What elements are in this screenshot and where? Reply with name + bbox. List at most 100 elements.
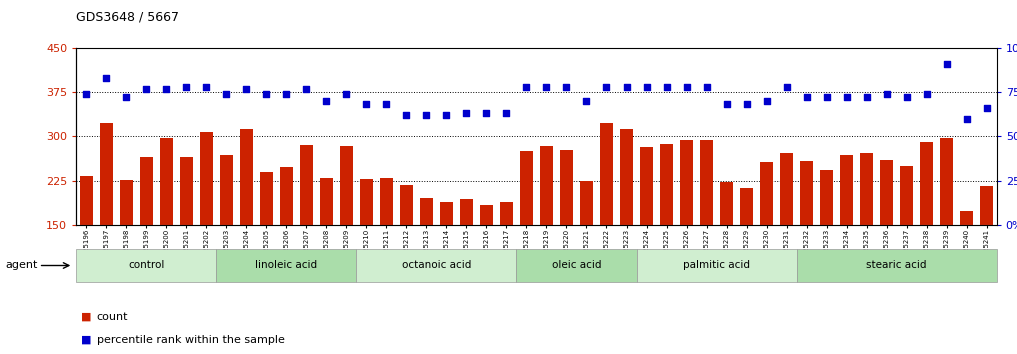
Text: palmitic acid: palmitic acid bbox=[683, 261, 751, 270]
Text: ■: ■ bbox=[81, 312, 92, 322]
Point bbox=[159, 86, 175, 91]
Bar bbox=[440, 202, 453, 225]
Point bbox=[718, 102, 734, 107]
Bar bbox=[740, 188, 753, 225]
Point bbox=[378, 102, 395, 107]
Bar bbox=[720, 182, 733, 225]
Point bbox=[138, 86, 155, 91]
Point bbox=[538, 84, 554, 90]
Point bbox=[78, 91, 95, 97]
Point bbox=[658, 84, 674, 90]
Point bbox=[358, 102, 374, 107]
Bar bbox=[280, 167, 293, 225]
Bar bbox=[340, 146, 353, 225]
Bar bbox=[139, 157, 153, 225]
FancyBboxPatch shape bbox=[637, 249, 796, 282]
Bar bbox=[900, 166, 913, 225]
Bar bbox=[380, 178, 393, 225]
FancyBboxPatch shape bbox=[517, 249, 637, 282]
Point bbox=[618, 84, 635, 90]
Point bbox=[759, 98, 775, 104]
FancyBboxPatch shape bbox=[796, 249, 997, 282]
Point bbox=[279, 91, 295, 97]
Bar bbox=[120, 180, 133, 225]
Point bbox=[838, 95, 854, 100]
Point bbox=[558, 84, 575, 90]
Text: octanoic acid: octanoic acid bbox=[402, 261, 471, 270]
Bar bbox=[780, 153, 793, 225]
Bar bbox=[600, 123, 613, 225]
Bar bbox=[480, 205, 493, 225]
Bar bbox=[580, 181, 593, 225]
Bar bbox=[420, 198, 433, 225]
Text: agent: agent bbox=[5, 261, 38, 270]
Text: control: control bbox=[128, 261, 165, 270]
Point bbox=[498, 110, 515, 116]
Point bbox=[219, 91, 235, 97]
Bar bbox=[320, 178, 333, 225]
Bar bbox=[660, 144, 673, 225]
Point bbox=[819, 95, 835, 100]
Point bbox=[318, 98, 335, 104]
Bar bbox=[700, 141, 713, 225]
Text: oleic acid: oleic acid bbox=[552, 261, 601, 270]
Point bbox=[459, 110, 475, 116]
Bar bbox=[400, 185, 413, 225]
Point bbox=[339, 91, 355, 97]
FancyBboxPatch shape bbox=[356, 249, 517, 282]
Point bbox=[418, 112, 434, 118]
Point bbox=[399, 112, 415, 118]
Bar bbox=[500, 202, 513, 225]
Bar bbox=[540, 146, 553, 225]
Bar bbox=[560, 150, 573, 225]
Bar bbox=[220, 155, 233, 225]
Point bbox=[978, 105, 995, 111]
Point bbox=[178, 84, 194, 90]
Bar bbox=[820, 170, 833, 225]
Point bbox=[639, 84, 655, 90]
FancyBboxPatch shape bbox=[217, 249, 356, 282]
Point bbox=[898, 95, 914, 100]
Point bbox=[118, 95, 134, 100]
Point bbox=[598, 84, 614, 90]
Point bbox=[258, 91, 275, 97]
Bar bbox=[100, 123, 113, 225]
Bar bbox=[360, 179, 373, 225]
Point bbox=[678, 84, 695, 90]
Text: percentile rank within the sample: percentile rank within the sample bbox=[97, 335, 285, 345]
Point bbox=[519, 84, 535, 90]
Point bbox=[99, 75, 115, 81]
Point bbox=[778, 84, 794, 90]
Point bbox=[238, 86, 254, 91]
Bar bbox=[640, 147, 653, 225]
Bar bbox=[980, 187, 994, 225]
Bar bbox=[680, 141, 693, 225]
Bar bbox=[860, 153, 874, 225]
FancyBboxPatch shape bbox=[76, 249, 217, 282]
Text: count: count bbox=[97, 312, 128, 322]
Bar bbox=[880, 160, 893, 225]
Point bbox=[478, 110, 494, 116]
Bar bbox=[960, 211, 973, 225]
Point bbox=[879, 91, 895, 97]
Bar bbox=[199, 132, 213, 225]
Text: GDS3648 / 5667: GDS3648 / 5667 bbox=[76, 11, 179, 24]
Point bbox=[738, 102, 755, 107]
Bar bbox=[800, 161, 813, 225]
Bar bbox=[760, 162, 773, 225]
Bar bbox=[260, 172, 273, 225]
Bar bbox=[160, 138, 173, 225]
Bar bbox=[520, 151, 533, 225]
Bar bbox=[940, 138, 953, 225]
Point bbox=[298, 86, 314, 91]
Text: stearic acid: stearic acid bbox=[866, 261, 926, 270]
Point bbox=[939, 61, 955, 67]
Bar bbox=[460, 199, 473, 225]
Point bbox=[699, 84, 715, 90]
Point bbox=[798, 95, 815, 100]
Bar bbox=[79, 176, 93, 225]
Point bbox=[958, 116, 974, 121]
Point bbox=[579, 98, 595, 104]
Bar bbox=[920, 142, 934, 225]
Bar bbox=[180, 157, 193, 225]
